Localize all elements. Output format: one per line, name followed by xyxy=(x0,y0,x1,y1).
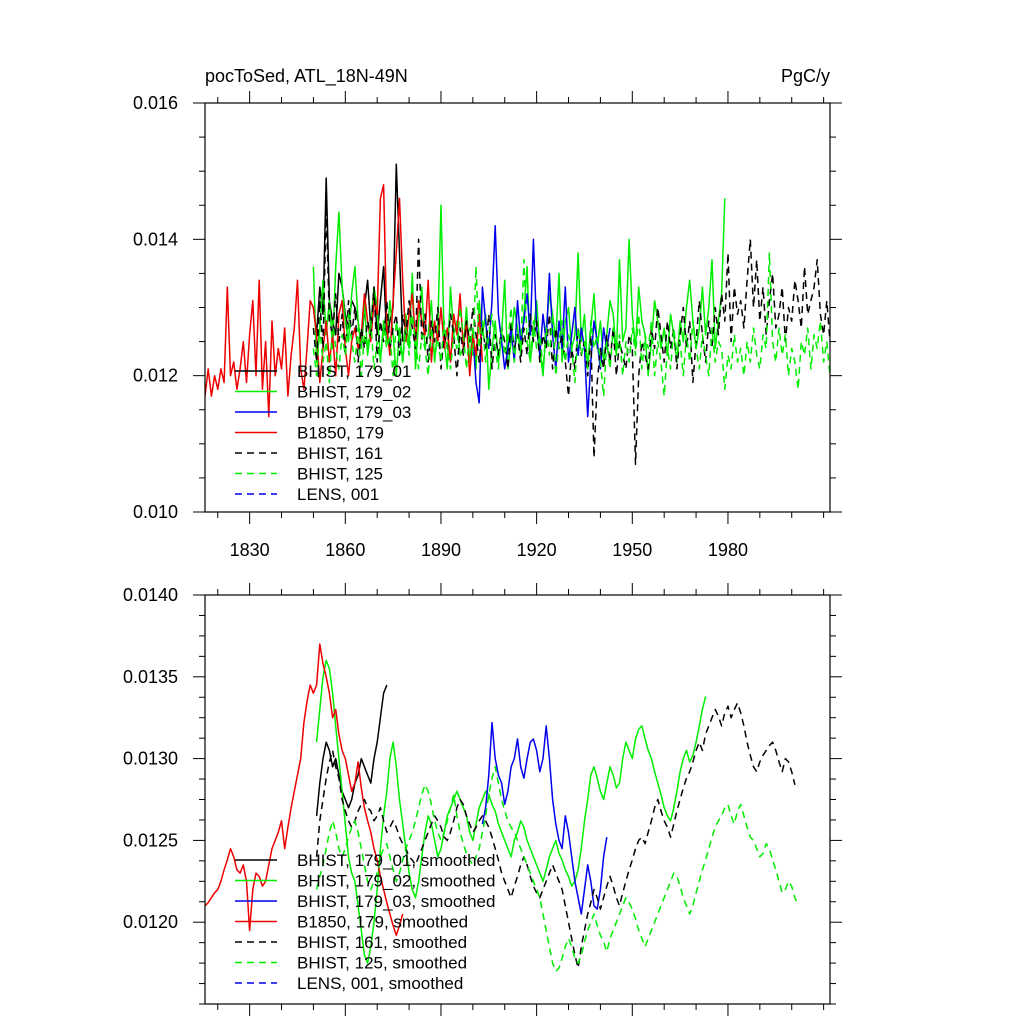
top-x-tick-label: 1860 xyxy=(325,540,365,560)
bottom-legend-label: LENS, 001, smoothed xyxy=(297,974,463,993)
top-series-layer xyxy=(205,163,830,466)
bottom-series-bhist-179-03-smoothed xyxy=(481,721,608,915)
bottom-y-tick-label: 0.0125 xyxy=(123,830,178,850)
bottom-series-bhist-161-smoothed xyxy=(315,702,796,969)
top-legend-label: BHIST, 125 xyxy=(297,465,383,484)
bottom-legend-label: BHIST, 179_01, smoothed xyxy=(297,851,495,870)
top-x-tick-label: 1830 xyxy=(230,540,270,560)
top-y-tick-label: 0.016 xyxy=(133,93,178,113)
top-series-bhist-161 xyxy=(312,204,830,466)
bottom-series-bhist-125-smoothed xyxy=(315,766,799,973)
top-x-tick-label: 1890 xyxy=(421,540,461,560)
bottom-series-layer xyxy=(205,643,799,973)
bottom-series-b1850-179-smoothed xyxy=(205,643,404,937)
bottom-ticks-layer: 0.0120 0.0125 0.0130 0.0135 0.0140 xyxy=(123,583,842,1016)
bottom-legend-label: BHIST, 179_03, smoothed xyxy=(297,892,495,911)
top-x-tick-label: 1980 xyxy=(708,540,748,560)
top-legend-label: LENS, 001 xyxy=(297,485,379,504)
top-legend-label: BHIST, 179_02 xyxy=(297,383,411,402)
top-y-tick-label: 0.012 xyxy=(133,366,178,386)
top-ticks-layer: 1830 1860 1890 1920 1950 1980 0.010 0.012 0.014 0… xyxy=(133,91,842,560)
bottom-y-tick-label: 0.0140 xyxy=(123,585,178,605)
title-left: pocToSed, ATL_18N-49N xyxy=(205,66,408,87)
top-series-bhist-179-02 xyxy=(312,198,726,391)
panel-top: 1830 1860 1890 1920 1950 1980 0.010 0.012 0.014 0… xyxy=(133,91,842,560)
top-y-tick-label: 0.014 xyxy=(133,229,178,249)
bottom-series-bhist-179-01-smoothed xyxy=(315,684,388,816)
panel-bottom: 0.0120 0.0125 0.0130 0.0135 0.0140 BHIST, 17… xyxy=(123,583,842,1016)
title-right: PgC/y xyxy=(781,66,830,86)
top-x-tick-label: 1950 xyxy=(612,540,652,560)
bottom-series-bhist-179-02-smoothed xyxy=(315,659,707,964)
top-legend-label: BHIST, 161 xyxy=(297,444,383,463)
top-series-bhist-179-03 xyxy=(472,224,611,418)
bottom-legend-label: B1850, 179, smoothed xyxy=(297,913,468,932)
top-legend-label: BHIST, 179_03 xyxy=(297,403,411,422)
bottom-legend-label: BHIST, 161, smoothed xyxy=(297,933,467,952)
top-y-tick-label: 0.010 xyxy=(133,502,178,522)
top-legend-label: B1850, 179 xyxy=(297,424,384,443)
bottom-legend-label: BHIST, 125, smoothed xyxy=(297,954,467,973)
top-legend-label: BHIST, 179_01 xyxy=(297,362,411,381)
bottom-y-tick-label: 0.0135 xyxy=(123,667,178,687)
bottom-y-tick-label: 0.0120 xyxy=(123,912,178,932)
bottom-y-tick-label: 0.0130 xyxy=(123,749,178,769)
bottom-legend: BHIST, 179_01, smoothed BHIST, 179_02, sm… xyxy=(235,851,495,993)
bottom-legend-label: BHIST, 179_02, smoothed xyxy=(297,872,495,891)
top-x-tick-label: 1920 xyxy=(517,540,557,560)
